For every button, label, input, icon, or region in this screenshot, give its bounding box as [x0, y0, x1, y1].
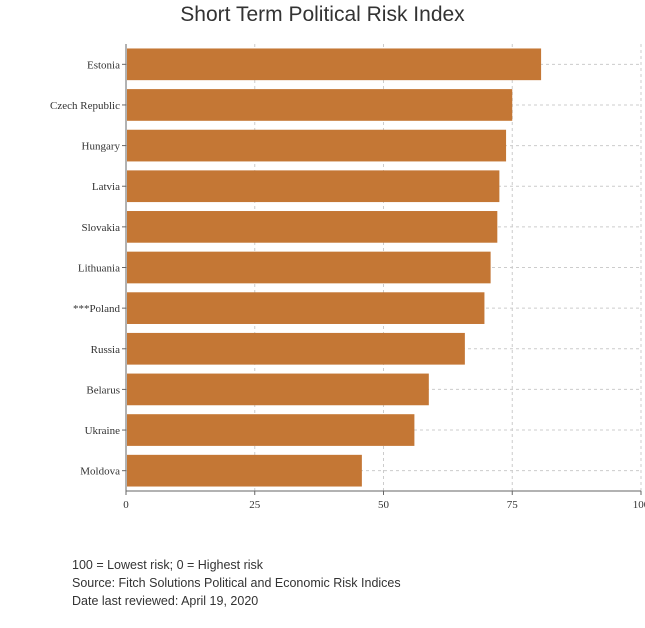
- reviewed-note: Date last reviewed: April 19, 2020: [72, 594, 259, 608]
- bar-moldova: [127, 454, 362, 487]
- chart-title: Short Term Political Risk Index: [180, 3, 465, 26]
- category-label: Moldova: [80, 466, 120, 478]
- source-note: Source: Fitch Solutions Political and Ec…: [72, 576, 401, 590]
- x-tick-label: 75: [507, 499, 519, 511]
- bars: [127, 48, 542, 487]
- bar-chart: Estonia Czech Republic Hungary Latvia Slovak…: [50, 44, 645, 511]
- bar-latvia: [127, 170, 500, 203]
- category-label: Slovakia: [82, 222, 121, 234]
- category-label: Latvia: [92, 181, 120, 193]
- category-label: Ukraine: [85, 425, 121, 437]
- axes: [122, 44, 642, 495]
- x-tick-label: 50: [378, 499, 390, 511]
- bar-slovakia: [127, 211, 498, 243]
- bar-hungary: [127, 129, 507, 162]
- x-tick-label: 100: [633, 499, 645, 511]
- bar-poland: [127, 292, 485, 324]
- bar-ukraine: [127, 414, 415, 446]
- x-tick-label: 25: [249, 499, 261, 511]
- bar-estonia: [127, 48, 542, 81]
- x-tick-label: 0: [123, 499, 129, 511]
- category-label: Hungary: [82, 141, 121, 153]
- scale-note: 100 = Lowest risk; 0 = Highest risk: [72, 558, 264, 572]
- bar-lithuania: [127, 251, 491, 284]
- bar-belarus: [127, 373, 429, 406]
- bar-russia: [127, 332, 465, 365]
- category-label: Czech Republic: [50, 100, 120, 112]
- chart-notes: 100 = Lowest risk; 0 = Highest risk Sour…: [72, 556, 401, 610]
- bar-czechrepublic: [127, 89, 513, 121]
- axis-labels: Estonia Czech Republic Hungary Latvia Slovak…: [50, 59, 645, 511]
- category-label: Estonia: [87, 59, 120, 71]
- category-label: Belarus: [86, 384, 120, 396]
- category-label: ***Poland: [73, 303, 121, 315]
- category-label: Russia: [91, 344, 120, 356]
- category-label: Lithuania: [78, 263, 120, 275]
